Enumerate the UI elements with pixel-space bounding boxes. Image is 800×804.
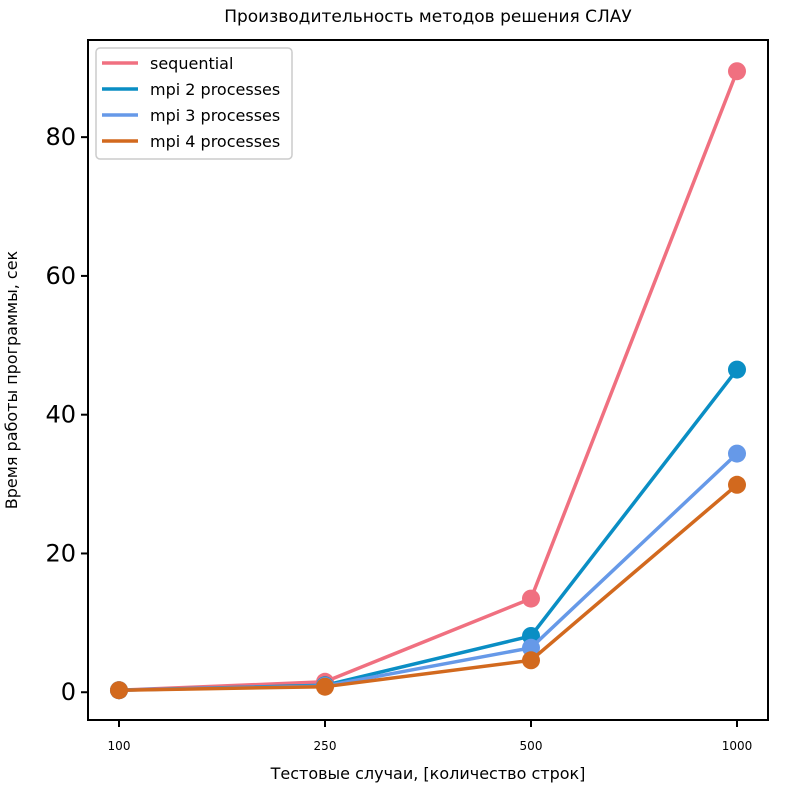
plot-frame [87, 39, 769, 721]
y-tick-label: 20 [45, 539, 76, 567]
y-tick-label: 60 [45, 262, 76, 290]
legend: sequential mpi 2 processes mpi 3 processes… [95, 47, 293, 160]
y-tick-label: 80 [45, 123, 76, 151]
y-tick-label: 0 [61, 678, 76, 706]
y-tick-label: 40 [45, 401, 76, 429]
data-point-mpi-4-processes [728, 475, 746, 494]
x-tick-label: 1000 [722, 739, 753, 753]
chart-title: Производительность методов решения СЛАУ [224, 7, 632, 27]
series-mpi-2-processes [110, 360, 746, 700]
data-point-mpi-3-processes [728, 444, 746, 463]
x-axis-title: Тестовые случаи, [количество строк] [270, 764, 586, 783]
legend-label-mpi-3-processes: mpi 3 processes [150, 106, 280, 125]
legend-box [95, 47, 293, 160]
series-line-sequential [117, 69, 739, 692]
data-point-mpi-2-processes [728, 360, 746, 379]
data-point-sequential [728, 62, 746, 81]
x-tick-label: 250 [314, 739, 337, 753]
data-point-sequential [522, 589, 540, 608]
series-line-mpi-2-processes [117, 367, 739, 692]
data-point-mpi-4-processes [110, 681, 128, 700]
plot-layer [110, 62, 746, 700]
series-line-mpi-4-processes [117, 483, 739, 692]
y-axis-title: Время работы программы, сек [2, 250, 21, 509]
x-tick-label: 500 [520, 739, 543, 753]
series-mpi-4-processes [110, 475, 746, 700]
data-point-mpi-3-processes [522, 638, 540, 657]
legend-label-mpi-4-processes: mpi 4 processes [150, 132, 280, 151]
axis-layer: 0 20 40 60 80 100 250 500 1000 [45, 123, 752, 753]
data-point-mpi-4-processes [316, 677, 334, 696]
x-tick-label: 100 [108, 739, 131, 753]
legend-label-mpi-2-processes: mpi 2 processes [150, 80, 280, 99]
data-point-mpi-4-processes [522, 651, 540, 670]
legend-label-sequential: sequential [150, 54, 233, 73]
